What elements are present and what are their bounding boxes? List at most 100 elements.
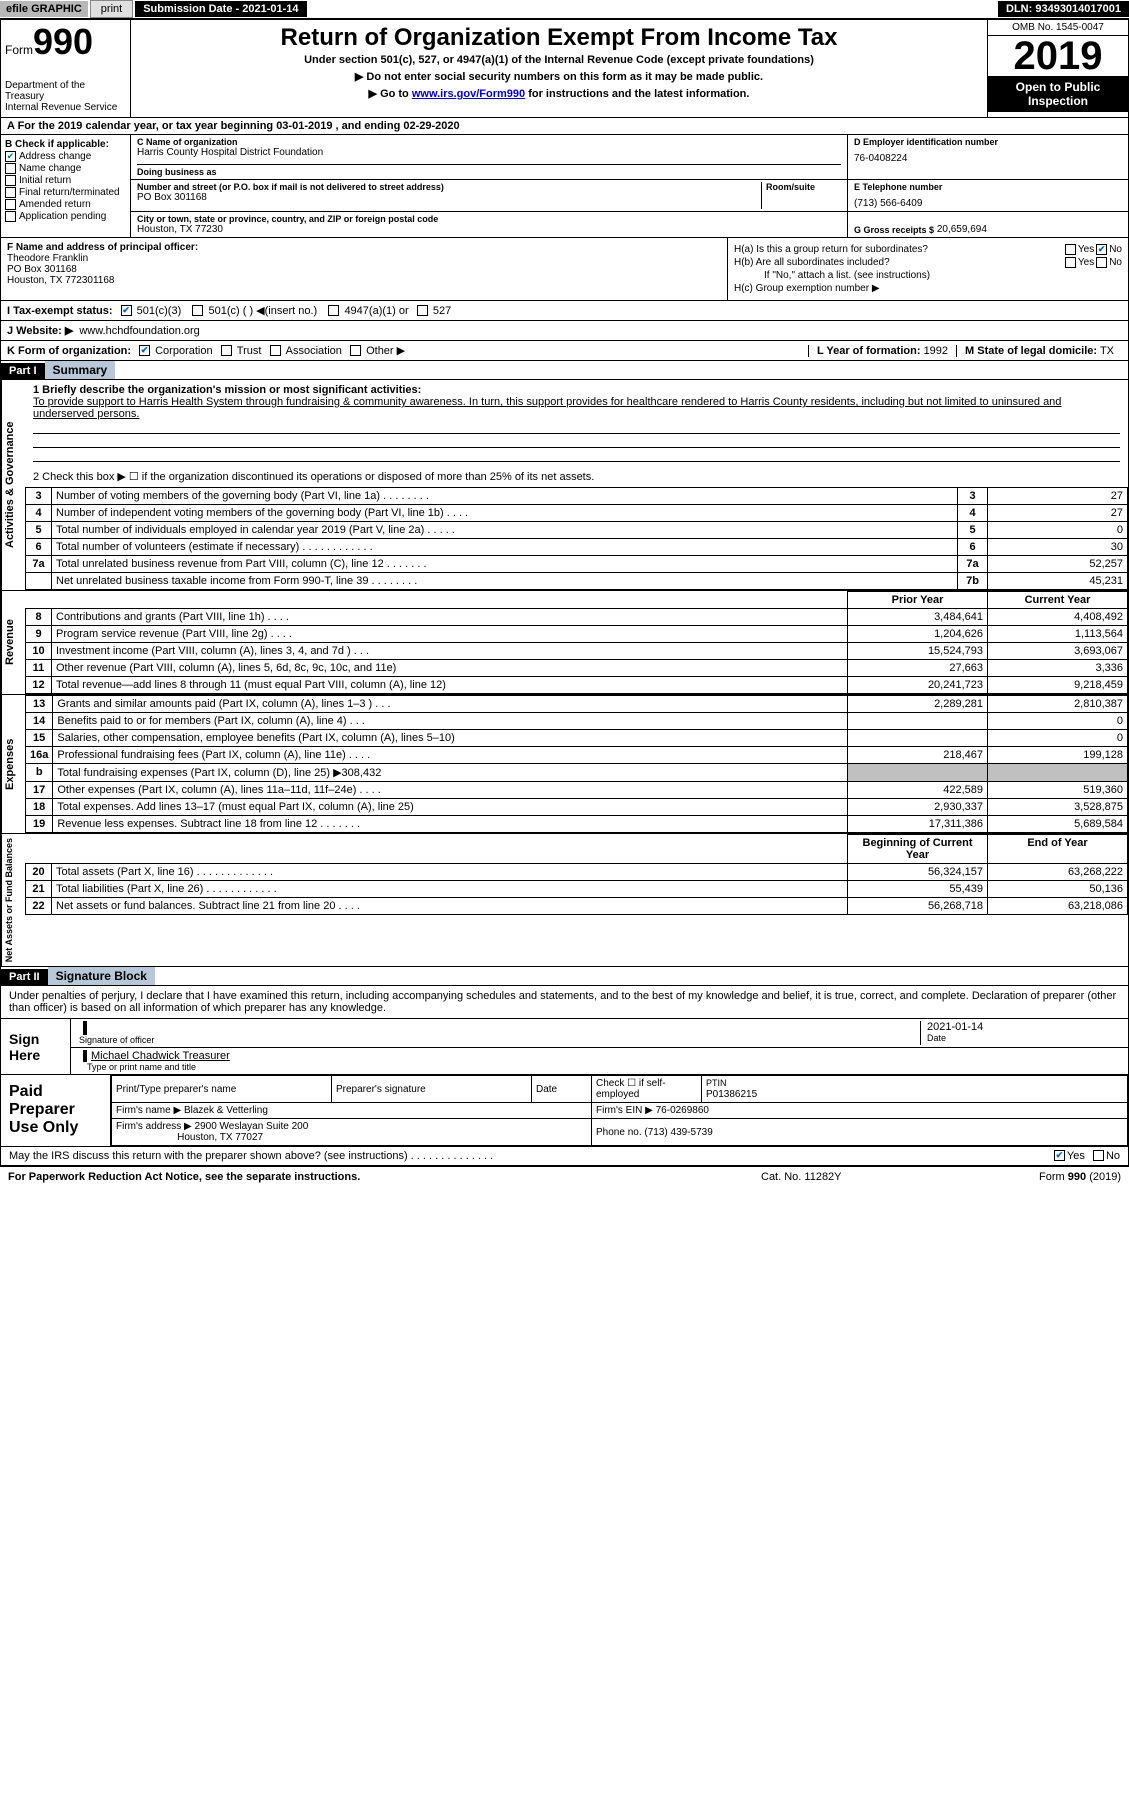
addr-value: PO Box 301168 — [137, 192, 761, 203]
hc-label: H(c) Group exemption number ▶ — [734, 283, 880, 294]
efile-label: efile GRAPHIC — [0, 1, 88, 17]
form-title: Return of Organization Exempt From Incom… — [139, 24, 979, 52]
tax-exempt-label: I Tax-exempt status: — [7, 305, 113, 317]
part2-header: Part IISignature Block — [0, 967, 1129, 986]
form-header: Form990 Department of the Treasury Inter… — [0, 19, 1129, 118]
mission-block: 1 Briefly describe the organization's mi… — [25, 380, 1128, 466]
sig-date: 2021-01-14 — [927, 1021, 1120, 1033]
expenses-table: 13Grants and similar amounts paid (Part … — [25, 695, 1128, 833]
instr-1: ▶ Do not enter social security numbers o… — [139, 70, 979, 83]
footer-left: For Paperwork Reduction Act Notice, see … — [8, 1171, 761, 1183]
501c-check[interactable] — [192, 305, 203, 316]
ha-no[interactable]: ✔ — [1096, 244, 1107, 255]
discuss-text: May the IRS discuss this return with the… — [9, 1150, 1052, 1162]
501c3-check[interactable]: ✔ — [121, 305, 132, 316]
open-public-label: Open to Public Inspection — [988, 76, 1128, 112]
title-block: Return of Organization Exempt From Incom… — [131, 20, 988, 117]
preparer-block: Paid Preparer Use Only Print/Type prepar… — [1, 1074, 1128, 1146]
officer-addr2: Houston, TX 772301168 — [7, 275, 721, 286]
sig-date-label: Date — [927, 1033, 1120, 1043]
checkbox-address-change[interactable]: ✔Address change — [5, 151, 126, 162]
checkbox-amended-return[interactable]: Amended return — [5, 199, 126, 210]
prep-name-label: Print/Type preparer's name — [112, 1076, 332, 1103]
firm-name: Blazek & Vetterling — [184, 1105, 268, 1116]
dba-label: Doing business as — [137, 167, 841, 177]
hb-no[interactable] — [1096, 257, 1107, 268]
side-expenses: Expenses — [1, 695, 25, 833]
preparer-table: Print/Type preparer's name Preparer's si… — [111, 1075, 1128, 1146]
assoc-check[interactable] — [270, 345, 281, 356]
form-id-block: Form990 Department of the Treasury Inter… — [1, 20, 131, 117]
firm-phone: (713) 439-5739 — [644, 1127, 712, 1138]
phone-value: (713) 566-6409 — [854, 198, 1122, 209]
org-name-label: C Name of organization — [137, 137, 841, 147]
form-number: 990 — [33, 21, 93, 62]
governance-table: 3Number of voting members of the governi… — [25, 487, 1128, 590]
fh-block: F Name and address of principal officer:… — [0, 238, 1129, 301]
website-row: J Website: ▶ www.hchdfoundation.org — [0, 321, 1129, 341]
penalty-text: Under penalties of perjury, I declare th… — [1, 986, 1128, 1019]
officer-label: F Name and address of principal officer: — [7, 242, 721, 253]
phone-label: E Telephone number — [854, 182, 1122, 192]
form990-link[interactable]: www.irs.gov/Form990 — [412, 88, 525, 100]
form-label: Form — [5, 43, 33, 57]
sig-officer-label: Signature of officer — [79, 1035, 920, 1045]
footer-mid: Cat. No. 11282Y — [761, 1171, 961, 1183]
checkbox-initial-return[interactable]: Initial return — [5, 175, 126, 186]
prep-sig-label: Preparer's signature — [332, 1076, 532, 1103]
part1-label: Part I — [1, 363, 45, 379]
ptin-value: P01386215 — [706, 1089, 757, 1100]
mission-text: To provide support to Harris Health Syst… — [33, 396, 1120, 420]
discuss-yes[interactable]: ✔ — [1054, 1150, 1065, 1161]
klm-row: K Form of organization: ✔ Corporation Tr… — [0, 341, 1129, 361]
hb-yes[interactable] — [1065, 257, 1076, 268]
hb-note: If "No," attach a list. (see instruction… — [734, 270, 1122, 281]
checkbox-final-return-terminated[interactable]: Final return/terminated — [5, 187, 126, 198]
form-subtitle: Under section 501(c), 527, or 4947(a)(1)… — [139, 54, 979, 66]
ha-label: H(a) Is this a group return for subordin… — [734, 244, 1063, 255]
sig-name-label: Type or print name and title — [87, 1062, 1120, 1072]
other-check[interactable] — [350, 345, 361, 356]
side-net: Net Assets or Fund Balances — [1, 834, 25, 966]
ein-label: D Employer identification number — [854, 137, 1122, 147]
part1-revenue: Revenue Prior YearCurrent Year8Contribut… — [0, 591, 1129, 695]
submission-date: Submission Date - 2021-01-14 — [135, 1, 306, 17]
year-formation: 1992 — [924, 345, 948, 357]
4947-check[interactable] — [328, 305, 339, 316]
line2: 2 Check this box ▶ ☐ if the organization… — [25, 466, 1128, 487]
year-value: 2019 — [988, 36, 1128, 76]
discuss-row: May the IRS discuss this return with the… — [1, 1146, 1128, 1165]
paid-preparer-label: Paid Preparer Use Only — [1, 1075, 111, 1146]
topbar: efile GRAPHIC print Submission Date - 20… — [0, 0, 1129, 19]
org-name: Harris County Hospital District Foundati… — [137, 147, 841, 158]
trust-check[interactable] — [221, 345, 232, 356]
sign-here-label: Sign Here — [1, 1019, 71, 1074]
instr-2: ▶ Go to www.irs.gov/Form990 for instruct… — [139, 87, 979, 100]
print-button[interactable]: print — [90, 0, 133, 18]
corp-check[interactable]: ✔ — [139, 345, 150, 356]
discuss-no[interactable] — [1093, 1150, 1104, 1161]
checkbox-application-pending[interactable]: Application pending — [5, 211, 126, 222]
part2-title: Signature Block — [48, 967, 155, 985]
part1-title: Summary — [45, 361, 116, 379]
line1-label: 1 Briefly describe the organization's mi… — [33, 384, 1120, 396]
side-revenue: Revenue — [1, 591, 25, 694]
part2-label: Part II — [1, 969, 48, 985]
identity-block: B Check if applicable: ✔Address changeNa… — [0, 135, 1129, 238]
firm-addr2: Houston, TX 77027 — [177, 1132, 263, 1143]
prep-check-label: Check ☐ if self-employed — [592, 1076, 702, 1103]
part1-header: Part ISummary — [0, 361, 1129, 380]
side-governance: Activities & Governance — [1, 380, 25, 590]
ein-value: 76-0408224 — [854, 153, 1122, 164]
sig-name: Michael Chadwick Treasurer — [83, 1050, 1120, 1062]
net-assets-table: Beginning of Current YearEnd of Year20To… — [25, 834, 1128, 915]
section-b: B Check if applicable: ✔Address changeNa… — [1, 135, 131, 237]
527-check[interactable] — [417, 305, 428, 316]
city-value: Houston, TX 77230 — [137, 224, 841, 235]
dept-label: Department of the Treasury Internal Reve… — [5, 80, 126, 113]
firm-addr1: 2900 Weslayan Suite 200 — [195, 1121, 309, 1132]
ha-yes[interactable] — [1065, 244, 1076, 255]
checkbox-name-change[interactable]: Name change — [5, 163, 126, 174]
section-h: H(a) Is this a group return for subordin… — [728, 238, 1128, 300]
section-cd: C Name of organization Harris County Hos… — [131, 135, 1128, 237]
